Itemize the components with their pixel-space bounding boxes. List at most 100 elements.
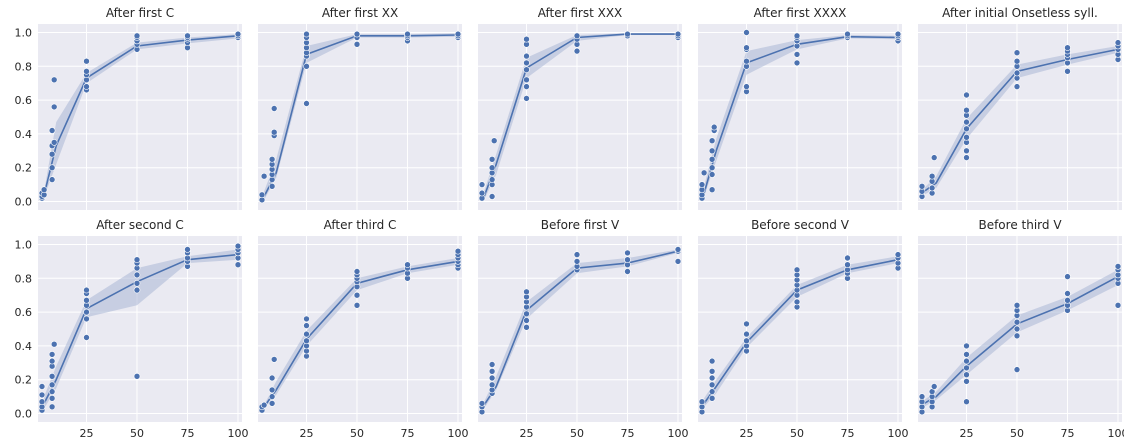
mean-line	[263, 260, 459, 408]
data-point	[38, 398, 46, 406]
data-point	[270, 128, 278, 136]
data-point	[83, 296, 90, 304]
data-point	[743, 29, 750, 36]
data-point	[624, 256, 631, 264]
data-point	[743, 337, 750, 345]
data-point	[963, 134, 970, 141]
data-point	[488, 361, 496, 368]
x-tick-label: 25	[519, 427, 533, 440]
y-tick-label: 0.6	[15, 306, 33, 319]
data-point	[1013, 325, 1021, 333]
data-point	[404, 30, 411, 38]
facet-title: After second C	[96, 218, 184, 232]
data-point	[743, 330, 750, 338]
facet-panel: After first C 0.0 0.2 0.4 0.6 0.8 1.0	[15, 6, 242, 210]
facet-title: After first XX	[322, 6, 398, 20]
data-point	[353, 301, 361, 309]
data-point	[488, 367, 496, 375]
data-point	[48, 150, 56, 158]
y-tick-label: 0.8	[15, 272, 33, 285]
data-point	[48, 403, 56, 411]
data-point	[624, 249, 631, 257]
x-tick-label: 75	[840, 427, 854, 440]
data-point	[930, 383, 938, 390]
data-point	[268, 156, 276, 163]
facet-panel: Before second V 25 50 75 100	[698, 218, 908, 440]
data-point	[83, 315, 90, 323]
data-point	[793, 266, 801, 274]
data-point	[353, 40, 361, 48]
data-point	[963, 398, 970, 406]
data-point	[963, 154, 970, 161]
data-point	[1013, 301, 1021, 309]
data-point	[1013, 366, 1021, 373]
data-point	[83, 83, 90, 90]
data-point	[1114, 39, 1122, 46]
data-point	[523, 95, 530, 102]
x-tick-label: 50	[350, 427, 364, 440]
data-point	[1064, 68, 1071, 75]
data-point	[184, 246, 191, 253]
data-point	[708, 147, 716, 155]
facet-panel: After first XXXX	[698, 6, 902, 210]
data-point	[1013, 57, 1021, 65]
data-point	[1013, 83, 1021, 90]
x-tick-label: 75	[180, 427, 194, 440]
data-point	[1114, 263, 1122, 270]
data-point	[268, 183, 276, 190]
data-point	[918, 393, 926, 400]
facet-panel: After second C 0.0 0.2 0.4 0.6 0.8 1.0 25 50 75 10…	[15, 218, 249, 440]
data-point	[48, 127, 56, 134]
data-point	[844, 30, 851, 38]
data-point	[48, 351, 56, 358]
data-point	[478, 181, 486, 188]
facet-title: After first XXXX	[754, 6, 847, 20]
data-point	[454, 247, 462, 255]
data-point	[708, 186, 716, 193]
data-point	[133, 32, 141, 40]
data-point	[523, 310, 530, 318]
y-tick-label: 0.0	[15, 408, 33, 421]
data-point	[918, 183, 926, 190]
facet-panel: Before first V 25 50 75 100	[478, 218, 688, 440]
data-point	[303, 30, 310, 38]
data-point	[963, 125, 970, 133]
data-point	[743, 320, 750, 328]
data-point	[353, 30, 361, 38]
data-point	[50, 103, 58, 111]
data-point	[963, 364, 970, 372]
data-point	[793, 298, 801, 306]
data-point	[523, 317, 530, 324]
data-point	[38, 391, 46, 399]
data-point	[234, 30, 242, 38]
data-point	[268, 400, 276, 407]
data-point	[488, 156, 496, 163]
data-point	[303, 330, 310, 338]
confidence-band	[924, 46, 1118, 195]
data-point	[83, 68, 90, 75]
data-point	[270, 356, 278, 363]
x-tick-label: 25	[79, 427, 93, 440]
data-point	[48, 381, 56, 389]
data-point	[133, 286, 141, 294]
data-point	[1064, 44, 1071, 52]
y-tick-label: 0.0	[15, 196, 33, 209]
data-point	[478, 189, 486, 197]
data-point	[184, 32, 191, 40]
data-point	[234, 242, 242, 250]
data-point	[454, 30, 462, 38]
data-point	[133, 279, 141, 287]
data-point	[83, 286, 90, 294]
data-point	[963, 342, 970, 350]
data-point	[48, 388, 56, 395]
data-point	[573, 47, 581, 55]
data-point	[700, 169, 708, 177]
confidence-band	[44, 249, 238, 409]
facet-title: After third C	[324, 218, 397, 232]
y-tick-label: 0.4	[15, 128, 33, 141]
data-point	[698, 398, 706, 406]
x-tick-label: 25	[739, 427, 753, 440]
data-point	[404, 261, 411, 269]
data-point	[963, 357, 970, 365]
data-point	[488, 164, 496, 171]
